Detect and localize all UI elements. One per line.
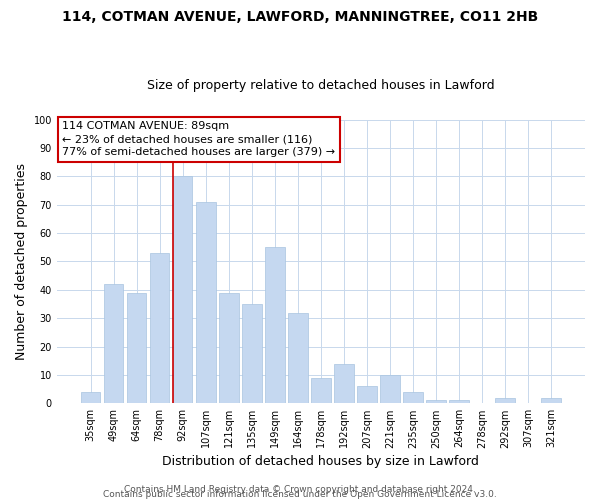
Bar <box>541 398 561 404</box>
Text: 114 COTMAN AVENUE: 89sqm
← 23% of detached houses are smaller (116)
77% of semi-: 114 COTMAN AVENUE: 89sqm ← 23% of detach… <box>62 121 335 158</box>
Bar <box>150 253 169 404</box>
Bar <box>173 176 193 404</box>
Text: Contains public sector information licensed under the Open Government Licence v3: Contains public sector information licen… <box>103 490 497 499</box>
Bar <box>334 364 354 404</box>
Bar <box>219 292 239 404</box>
Bar <box>81 392 100 404</box>
Bar <box>403 392 423 404</box>
Bar <box>357 386 377 404</box>
Bar <box>426 400 446 404</box>
Y-axis label: Number of detached properties: Number of detached properties <box>15 163 28 360</box>
Bar <box>449 400 469 404</box>
Bar <box>196 202 215 404</box>
Bar <box>311 378 331 404</box>
Text: 114, COTMAN AVENUE, LAWFORD, MANNINGTREE, CO11 2HB: 114, COTMAN AVENUE, LAWFORD, MANNINGTREE… <box>62 10 538 24</box>
Bar <box>127 292 146 404</box>
Bar <box>380 375 400 404</box>
Bar <box>104 284 124 404</box>
Bar <box>265 247 284 404</box>
Bar <box>288 312 308 404</box>
Title: Size of property relative to detached houses in Lawford: Size of property relative to detached ho… <box>147 79 495 92</box>
X-axis label: Distribution of detached houses by size in Lawford: Distribution of detached houses by size … <box>163 454 479 468</box>
Text: Contains HM Land Registry data © Crown copyright and database right 2024.: Contains HM Land Registry data © Crown c… <box>124 484 476 494</box>
Bar <box>496 398 515 404</box>
Bar <box>242 304 262 404</box>
